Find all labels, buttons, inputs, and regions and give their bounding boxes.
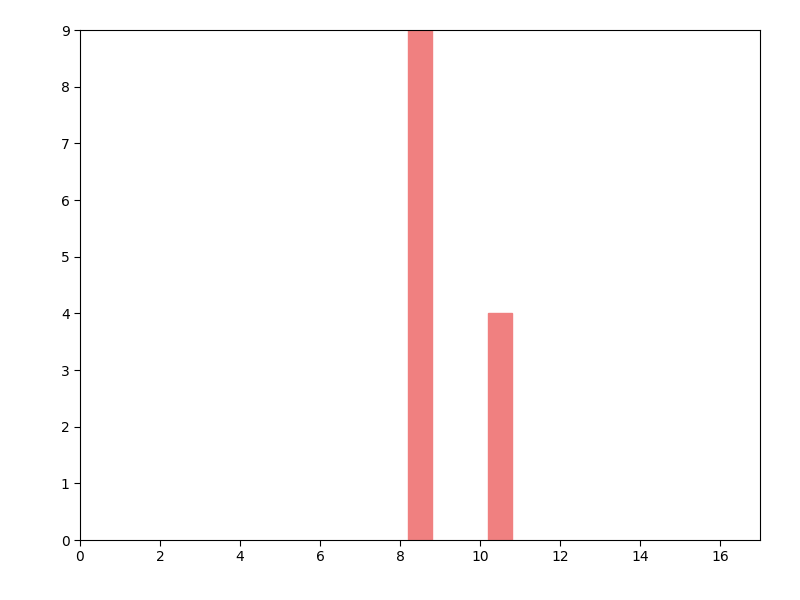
Bar — [408, 30, 432, 540]
Bar — [488, 313, 512, 540]
